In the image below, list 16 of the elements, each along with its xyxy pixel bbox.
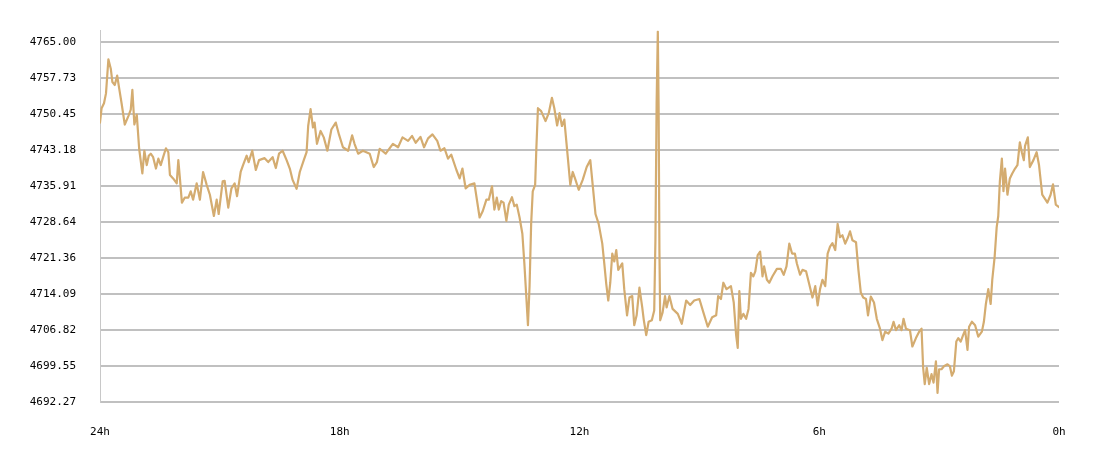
y-tick-label: 4728.64	[29, 215, 77, 229]
y-tick-label: 4743.18	[29, 143, 76, 157]
x-tick-label: 12h	[569, 425, 590, 439]
x-tick-label: 24h	[90, 425, 110, 439]
y-tick-label: 4765.00	[29, 35, 76, 49]
y-tick-label: 4706.82	[29, 322, 76, 336]
x-tick-label: 0h	[1052, 425, 1066, 439]
y-tick-label: 4721.36	[29, 251, 76, 265]
x-tick-label: 6h	[812, 425, 826, 439]
y-tick-label: 4735.91	[29, 179, 76, 193]
y-tick-label: 4699.55	[29, 358, 76, 372]
y-tick-label: 4757.73	[29, 71, 76, 85]
x-tick-label: 18h	[329, 425, 350, 439]
y-tick-label: 4692.27	[29, 394, 76, 408]
y-tick-label: 4750.45	[29, 107, 76, 121]
y-tick-label: 4714.09	[29, 286, 76, 300]
